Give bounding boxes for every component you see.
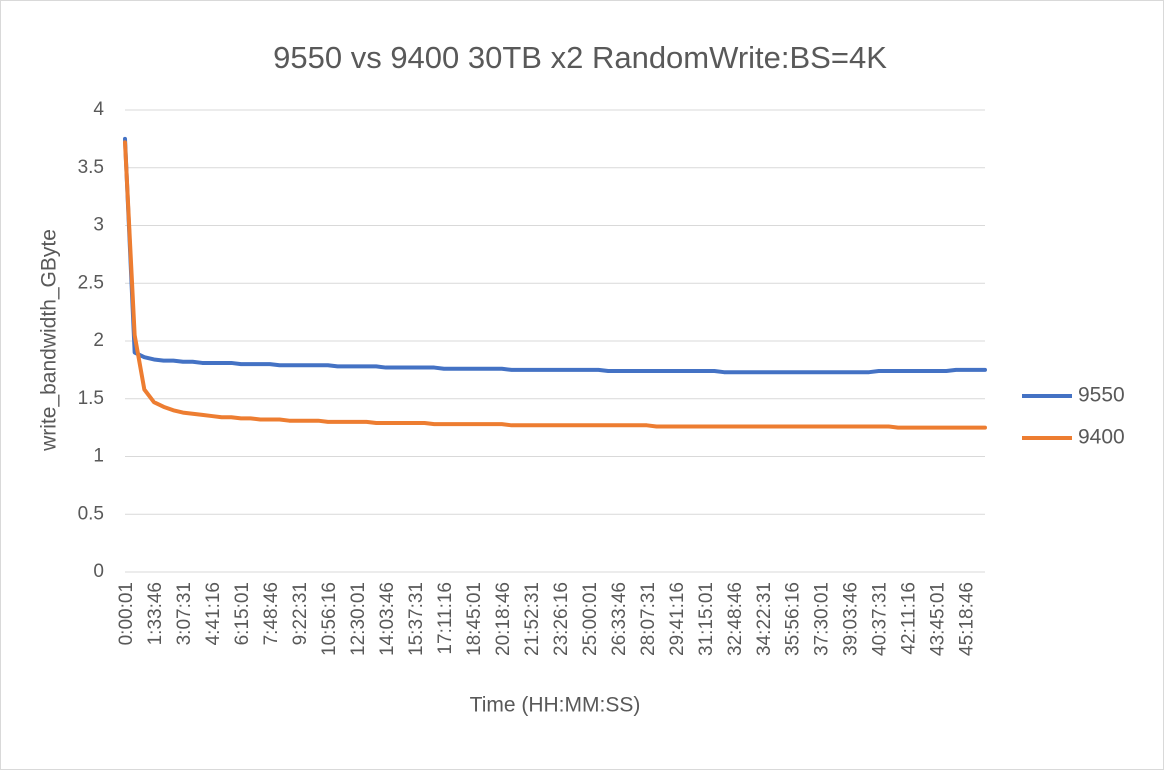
x-tick-label: 12:30:01 <box>348 582 369 656</box>
data-line <box>123 136 987 375</box>
y-tick-label: 4 <box>93 99 104 120</box>
y-tick-label: 0.5 <box>78 503 104 524</box>
x-tick-label: 35:56:16 <box>783 582 804 656</box>
x-tick-label: 23:26:16 <box>551 582 572 656</box>
x-tick-label: 18:45:01 <box>464 582 485 656</box>
x-tick-label: 34:22:31 <box>754 582 775 656</box>
legend-label: 9550 <box>1078 384 1125 407</box>
x-tick-label: 4:41:16 <box>203 582 224 645</box>
x-tick-label: 45:18:46 <box>957 582 978 656</box>
x-tick-label: 6:15:01 <box>232 582 253 645</box>
x-tick-label: 43:45:01 <box>928 582 949 656</box>
x-tick-label: 3:07:31 <box>174 582 195 645</box>
x-tick-label: 15:37:31 <box>406 582 427 656</box>
x-tick-label: 17:11:16 <box>435 582 456 655</box>
y-tick-label: 2.5 <box>78 272 104 293</box>
x-tick-label: 39:03:46 <box>841 582 862 656</box>
x-tick-label: 7:48:46 <box>261 582 282 645</box>
y-tick-label: 1.5 <box>78 388 104 409</box>
x-tick-label: 29:41:16 <box>667 582 688 656</box>
x-tick-label: 40:37:31 <box>870 582 891 656</box>
data-line <box>123 140 987 430</box>
chart-title: 9550 vs 9400 30TB x2 RandomWrite:BS=4K <box>273 40 887 75</box>
x-tick-label: 9:22:31 <box>290 582 311 645</box>
y-tick-label: 0 <box>93 561 104 582</box>
y-tick-label: 1 <box>93 446 104 467</box>
y-tick-label: 3 <box>93 215 104 236</box>
y-tick-label: 3.5 <box>78 157 104 178</box>
y-tick-label: 2 <box>93 330 104 351</box>
x-tick-label: 20:18:46 <box>493 582 514 656</box>
x-axis-label: Time (HH:MM:SS) <box>470 694 641 717</box>
x-tick-label: 32:48:46 <box>725 582 746 656</box>
x-tick-label: 14:03:46 <box>377 582 398 656</box>
x-tick-label: 25:00:01 <box>580 582 601 656</box>
x-tick-label: 0:00:01 <box>116 582 137 645</box>
x-tick-label: 10:56:16 <box>319 582 340 656</box>
x-tick-label: 42:11:16 <box>899 582 920 655</box>
x-tick-label: 1:33:46 <box>145 582 166 645</box>
x-tick-label: 37:30:01 <box>812 582 833 656</box>
x-tick-label: 31:15:01 <box>696 582 717 656</box>
x-tick-label: 26:33:46 <box>609 582 630 656</box>
legend-label: 9400 <box>1078 426 1125 449</box>
y-axis-label: write_bandwidth_GByte <box>38 229 61 452</box>
x-tick-label: 28:07:31 <box>638 582 659 656</box>
x-tick-label: 21:52:31 <box>522 582 543 656</box>
